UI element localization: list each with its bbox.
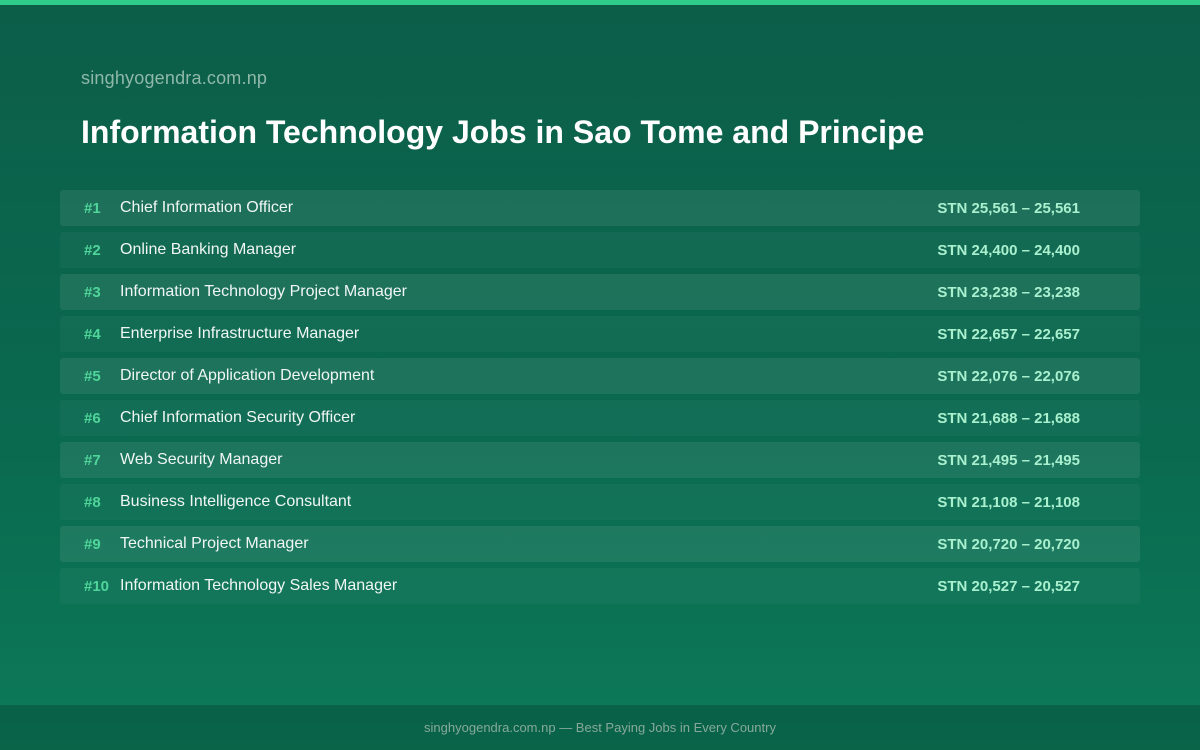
job-title: Online Banking Manager [120,241,297,258]
job-rank: #6 [84,409,101,427]
list-item: #8 Business Intelligence Consultant STN … [60,484,1140,520]
job-rank: #8 [84,493,101,511]
job-title: Web Security Manager [120,451,283,468]
list-item: #2 Online Banking Manager STN 24,400 – 2… [60,232,1140,268]
job-salary: STN 21,495 – 21,495 [937,451,1080,469]
list-item: #3 Information Technology Project Manage… [60,274,1140,310]
top-accent-bar [0,0,1200,5]
job-title: Information Technology Project Manager [120,283,407,300]
site-name: singhyogendra.com.np [81,68,268,88]
job-title: Business Intelligence Consultant [120,493,352,510]
page-title: Information Technology Jobs in Sao Tome … [81,114,925,150]
job-rank: #5 [84,367,101,385]
job-salary: STN 22,076 – 22,076 [937,367,1080,385]
list-item: #9 Technical Project Manager STN 20,720 … [60,526,1140,562]
job-rank: #9 [84,535,101,553]
job-title: Technical Project Manager [120,535,309,552]
job-rank: #10 [84,577,110,595]
job-salary: STN 20,720 – 20,720 [937,535,1080,553]
job-title: Enterprise Infrastructure Manager [120,325,360,342]
list-item: #7 Web Security Manager STN 21,495 – 21,… [60,442,1140,478]
job-salary: STN 23,238 – 23,238 [937,283,1080,301]
job-salary: STN 21,688 – 21,688 [937,409,1080,427]
job-salary: STN 22,657 – 22,657 [937,325,1080,343]
job-salary: STN 21,108 – 21,108 [937,493,1080,511]
job-salary: STN 25,561 – 25,561 [937,199,1080,217]
list-item: #1 Chief Information Officer STN 25,561 … [60,190,1140,226]
job-title: Director of Application Development [120,367,375,384]
job-title: Chief Information Security Officer [120,409,356,426]
job-salary: STN 20,527 – 20,527 [937,577,1080,595]
footer-text: singhyogendra.com.np — Best Paying Jobs … [424,720,776,735]
job-title: Chief Information Officer [120,199,294,216]
job-rank: #2 [84,241,101,259]
job-salary: STN 24,400 – 24,400 [937,241,1080,259]
jobs-list: #1 Chief Information Officer STN 25,561 … [60,190,1140,610]
list-item: #4 Enterprise Infrastructure Manager STN… [60,316,1140,352]
job-rank: #3 [84,283,101,301]
job-rank: #7 [84,451,101,469]
job-rank: #1 [84,199,101,217]
job-rank: #4 [84,325,101,343]
list-item: #6 Chief Information Security Officer ST… [60,400,1140,436]
footer: singhyogendra.com.np — Best Paying Jobs … [0,705,1200,750]
list-item: #5 Director of Application Development S… [60,358,1140,394]
job-title: Information Technology Sales Manager [120,577,398,594]
list-item: #10 Information Technology Sales Manager… [60,568,1140,604]
